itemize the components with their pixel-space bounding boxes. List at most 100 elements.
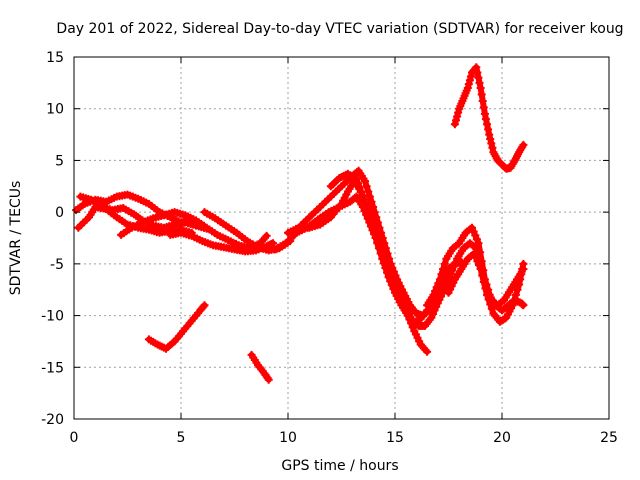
- y-axis-label: SDTVAR / TECUs: [8, 181, 24, 296]
- data-point: [515, 280, 524, 289]
- x-tick-label: 0: [70, 430, 79, 446]
- data-point: [383, 268, 391, 277]
- data-point: [508, 301, 517, 310]
- data-point: [374, 244, 383, 253]
- data-point: [500, 314, 509, 323]
- data-point: [519, 259, 528, 268]
- data-point: [362, 182, 371, 191]
- data-point: [475, 261, 483, 270]
- data-point: [448, 266, 457, 275]
- data-point: [446, 270, 455, 279]
- data-point: [513, 285, 522, 294]
- x-tick-label: 25: [600, 430, 618, 446]
- y-tick-label: -5: [50, 257, 64, 273]
- data-point: [472, 235, 481, 244]
- data-point: [386, 277, 395, 286]
- series-line: [272, 193, 431, 355]
- data-point: [381, 264, 390, 272]
- data-point: [200, 301, 209, 310]
- data-point: [483, 290, 491, 299]
- data-point: [360, 197, 369, 206]
- data-point: [476, 248, 485, 257]
- data-point: [376, 249, 385, 258]
- x-tick-label: 10: [279, 430, 297, 446]
- series-track-7: [271, 192, 432, 356]
- data-point: [472, 63, 481, 72]
- data-point: [484, 295, 493, 304]
- data-point: [476, 265, 485, 273]
- data-point: [511, 290, 520, 299]
- data-point: [479, 278, 488, 286]
- data-point: [518, 265, 527, 273]
- data-point: [389, 284, 398, 293]
- x-tick-label: 15: [386, 430, 404, 446]
- data-point: [478, 97, 487, 105]
- data-point: [366, 218, 375, 227]
- data-point: [483, 120, 491, 129]
- data-point: [387, 281, 396, 290]
- data-point: [354, 179, 363, 188]
- series-track-15: [247, 350, 273, 384]
- data-point: [481, 115, 490, 124]
- data-point: [516, 275, 525, 284]
- data-point: [474, 239, 483, 248]
- data-point: [355, 183, 364, 192]
- data-point: [363, 208, 372, 217]
- data-point: [478, 271, 487, 280]
- data-point: [468, 223, 476, 232]
- data-point: [484, 125, 493, 134]
- y-tick-label: 5: [55, 153, 64, 169]
- data-point: [435, 275, 444, 284]
- data-point: [371, 234, 380, 242]
- data-point: [450, 120, 459, 129]
- data-point: [423, 347, 432, 356]
- data-point: [481, 284, 490, 293]
- y-tick-label: -10: [41, 309, 64, 325]
- data-point: [475, 78, 484, 87]
- series-track-13: [450, 63, 528, 173]
- series-track-12: [444, 249, 528, 326]
- data-point: [471, 253, 480, 262]
- data-point: [352, 175, 361, 183]
- data-point: [473, 68, 482, 77]
- data-point: [384, 273, 393, 282]
- data-point: [510, 296, 519, 305]
- data-point: [471, 231, 480, 240]
- data-point: [487, 139, 496, 148]
- data-point: [368, 223, 377, 232]
- x-tick-label: 5: [177, 430, 186, 446]
- data-point: [440, 259, 449, 268]
- x-axis-label: GPS time / hours: [281, 458, 398, 474]
- data-point: [437, 270, 446, 279]
- axis-ticks: 0 5 10 15 20 25 -20 -15 -10 -5 0 5 10 15: [41, 50, 618, 446]
- data-point: [379, 259, 388, 268]
- data-point: [365, 213, 374, 222]
- grid-lines: [74, 57, 609, 419]
- chart-title: Day 201 of 2022, Sidereal Day-to-day VTE…: [56, 21, 623, 37]
- data-point: [465, 76, 474, 85]
- data-point: [476, 84, 485, 92]
- data-point: [358, 192, 367, 201]
- data-point: [373, 239, 382, 248]
- y-tick-label: -20: [41, 412, 64, 428]
- data-point: [445, 274, 453, 283]
- y-tick-label: 0: [55, 205, 64, 221]
- data-point: [452, 116, 460, 125]
- data-point: [470, 249, 479, 258]
- data-point: [364, 187, 373, 196]
- data-point: [378, 254, 387, 263]
- data-point: [367, 197, 376, 206]
- data-point: [486, 135, 495, 143]
- data-point: [473, 257, 482, 266]
- data-point: [487, 304, 496, 313]
- data-point: [431, 287, 440, 295]
- data-point: [439, 265, 448, 273]
- series-track-10: [326, 169, 432, 327]
- data-point: [451, 258, 460, 267]
- data-series: [72, 63, 528, 384]
- data-point: [357, 188, 366, 197]
- y-tick-label: 10: [46, 102, 64, 118]
- data-point: [519, 301, 528, 310]
- data-point: [434, 279, 443, 288]
- plot-frame: [73, 56, 610, 420]
